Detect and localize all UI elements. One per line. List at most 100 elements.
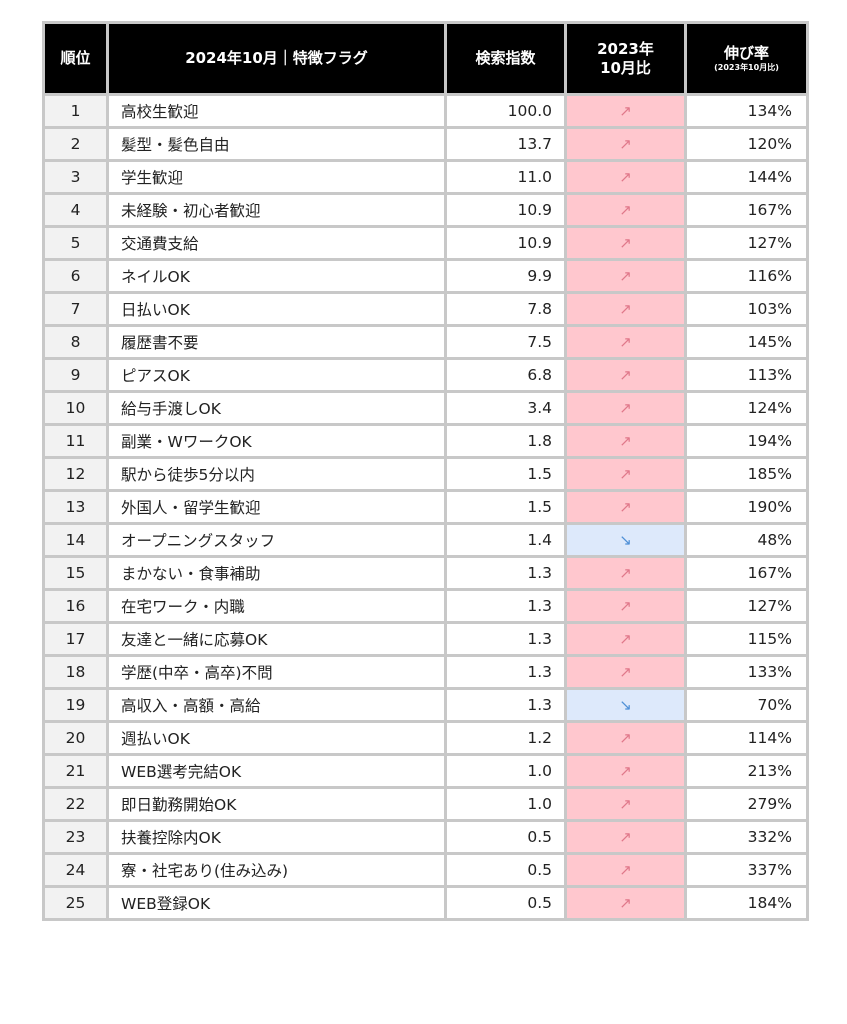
rank-cell: 4: [42, 192, 109, 228]
rank-cell: 24: [42, 852, 109, 888]
rank-cell: 14: [42, 522, 109, 558]
rank-cell: 3: [42, 159, 109, 195]
growth-rate-cell: 124%: [684, 390, 809, 426]
flag-name-cell: 週払いOK: [106, 720, 447, 756]
header-compare-line1: 2023年: [597, 39, 654, 58]
header-rate-sublabel: (2023年10月比): [714, 63, 779, 73]
search-index-cell: 3.4: [444, 390, 567, 426]
trend-arrow-icon: ↗: [564, 852, 687, 888]
flag-name-cell: 交通費支給: [106, 225, 447, 261]
growth-rate-cell: 115%: [684, 621, 809, 657]
search-index-cell: 0.5: [444, 885, 567, 921]
rank-cell: 11: [42, 423, 109, 459]
trend-arrow-icon: ↗: [564, 786, 687, 822]
flag-name-cell: 外国人・留学生歓迎: [106, 489, 447, 525]
search-index-cell: 100.0: [444, 93, 567, 129]
flag-name-cell: オープニングスタッフ: [106, 522, 447, 558]
flag-name-cell: 学生歓迎: [106, 159, 447, 195]
header-rate: 伸び率 (2023年10月比): [684, 21, 809, 96]
ranking-table-container: 順位 2024年10月｜特徴フラグ 検索指数 2023年 10月比 伸び率 (2…: [42, 21, 809, 921]
trend-arrow-icon: ↗: [564, 126, 687, 162]
trend-arrow-icon: ↗: [564, 291, 687, 327]
growth-rate-cell: 70%: [684, 687, 809, 723]
search-index-cell: 7.8: [444, 291, 567, 327]
trend-arrow-icon: ↗: [564, 720, 687, 756]
search-index-cell: 1.3: [444, 621, 567, 657]
rank-cell: 21: [42, 753, 109, 789]
table-row: 18 学歴(中卒・高卒)不問 1.3 ↗ 133%: [42, 654, 809, 690]
growth-rate-cell: 279%: [684, 786, 809, 822]
search-index-cell: 1.0: [444, 786, 567, 822]
rank-cell: 12: [42, 456, 109, 492]
rank-cell: 9: [42, 357, 109, 393]
table-body: 1 高校生歓迎 100.0 ↗ 134% 2 髪型・髪色自由 13.7 ↗ 120% 3 学生歓迎 11…: [42, 93, 809, 921]
trend-arrow-icon: ↗: [564, 192, 687, 228]
growth-rate-cell: 144%: [684, 159, 809, 195]
trend-arrow-icon: ↗: [564, 819, 687, 855]
growth-rate-cell: 167%: [684, 555, 809, 591]
table-row: 5 交通費支給 10.9 ↗ 127%: [42, 225, 809, 261]
search-index-cell: 1.3: [444, 555, 567, 591]
table-row: 25 WEB登録OK 0.5 ↗ 184%: [42, 885, 809, 921]
table-row: 14 オープニングスタッフ 1.4 ↘ 48%: [42, 522, 809, 558]
search-index-cell: 13.7: [444, 126, 567, 162]
search-index-cell: 7.5: [444, 324, 567, 360]
feature-flag-ranking-table: 順位 2024年10月｜特徴フラグ 検索指数 2023年 10月比 伸び率 (2…: [42, 21, 809, 921]
trend-arrow-icon: ↗: [564, 159, 687, 195]
flag-name-cell: 履歴書不要: [106, 324, 447, 360]
flag-name-cell: 学歴(中卒・高卒)不問: [106, 654, 447, 690]
header-flag: 2024年10月｜特徴フラグ: [106, 21, 447, 96]
rank-cell: 18: [42, 654, 109, 690]
flag-name-cell: ネイルOK: [106, 258, 447, 294]
trend-arrow-icon: ↗: [564, 93, 687, 129]
trend-arrow-icon: ↗: [564, 489, 687, 525]
flag-name-cell: 髪型・髪色自由: [106, 126, 447, 162]
rank-cell: 6: [42, 258, 109, 294]
table-row: 13 外国人・留学生歓迎 1.5 ↗ 190%: [42, 489, 809, 525]
flag-name-cell: 高収入・高額・高給: [106, 687, 447, 723]
header-rank-label: 順位: [60, 49, 91, 68]
flag-name-cell: ピアスOK: [106, 357, 447, 393]
trend-arrow-icon: ↗: [564, 357, 687, 393]
trend-arrow-icon: ↘: [564, 687, 687, 723]
search-index-cell: 10.9: [444, 192, 567, 228]
search-index-cell: 1.2: [444, 720, 567, 756]
table-row: 4 未経験・初心者歓迎 10.9 ↗ 167%: [42, 192, 809, 228]
flag-name-cell: 給与手渡しOK: [106, 390, 447, 426]
search-index-cell: 1.4: [444, 522, 567, 558]
trend-arrow-icon: ↗: [564, 753, 687, 789]
table-row: 2 髪型・髪色自由 13.7 ↗ 120%: [42, 126, 809, 162]
search-index-cell: 1.5: [444, 489, 567, 525]
rank-cell: 23: [42, 819, 109, 855]
growth-rate-cell: 127%: [684, 225, 809, 261]
flag-name-cell: WEB選考完結OK: [106, 753, 447, 789]
search-index-cell: 0.5: [444, 852, 567, 888]
growth-rate-cell: 113%: [684, 357, 809, 393]
growth-rate-cell: 48%: [684, 522, 809, 558]
rank-cell: 13: [42, 489, 109, 525]
trend-arrow-icon: ↗: [564, 258, 687, 294]
trend-arrow-icon: ↗: [564, 324, 687, 360]
search-index-cell: 0.5: [444, 819, 567, 855]
rank-cell: 25: [42, 885, 109, 921]
table-row: 12 駅から徒歩5分以内 1.5 ↗ 185%: [42, 456, 809, 492]
table-row: 10 給与手渡しOK 3.4 ↗ 124%: [42, 390, 809, 426]
table-row: 9 ピアスOK 6.8 ↗ 113%: [42, 357, 809, 393]
trend-arrow-icon: ↗: [564, 555, 687, 591]
rank-cell: 1: [42, 93, 109, 129]
trend-arrow-icon: ↘: [564, 522, 687, 558]
header-flag-label: 2024年10月｜特徴フラグ: [185, 49, 368, 68]
growth-rate-cell: 114%: [684, 720, 809, 756]
trend-arrow-icon: ↗: [564, 423, 687, 459]
flag-name-cell: 駅から徒歩5分以内: [106, 456, 447, 492]
rank-cell: 19: [42, 687, 109, 723]
table-row: 23 扶養控除内OK 0.5 ↗ 332%: [42, 819, 809, 855]
search-index-cell: 6.8: [444, 357, 567, 393]
growth-rate-cell: 167%: [684, 192, 809, 228]
table-header: 順位 2024年10月｜特徴フラグ 検索指数 2023年 10月比 伸び率 (2…: [42, 21, 809, 96]
table-row: 20 週払いOK 1.2 ↗ 114%: [42, 720, 809, 756]
rank-cell: 22: [42, 786, 109, 822]
search-index-cell: 1.3: [444, 654, 567, 690]
header-index: 検索指数: [444, 21, 567, 96]
trend-arrow-icon: ↗: [564, 588, 687, 624]
